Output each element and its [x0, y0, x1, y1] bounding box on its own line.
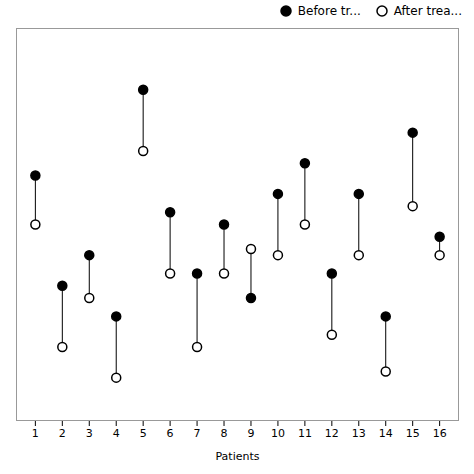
svg-text:11: 11: [298, 427, 312, 440]
svg-text:1: 1: [32, 427, 39, 440]
html-text:Before tr...: Before tr...: [297, 4, 361, 18]
svg-text:15: 15: [406, 427, 420, 440]
svg-text:12: 12: [325, 427, 339, 440]
svg-text:4: 4: [113, 427, 120, 440]
svg-text:10: 10: [271, 427, 285, 440]
svg-text:6: 6: [167, 427, 174, 440]
svg-text:2: 2: [59, 427, 66, 440]
svg-text:14: 14: [379, 427, 393, 440]
svg-text:Patients: Patients: [215, 450, 259, 463]
svg-text:7: 7: [194, 427, 201, 440]
html-text:After trea...: After trea...: [393, 4, 462, 18]
svg-text:5: 5: [140, 427, 147, 440]
svg-text:8: 8: [221, 427, 228, 440]
svg-text:13: 13: [352, 427, 366, 440]
svg-text:3: 3: [86, 427, 93, 440]
svg-text:9: 9: [247, 427, 254, 440]
svg-text:16: 16: [433, 427, 447, 440]
